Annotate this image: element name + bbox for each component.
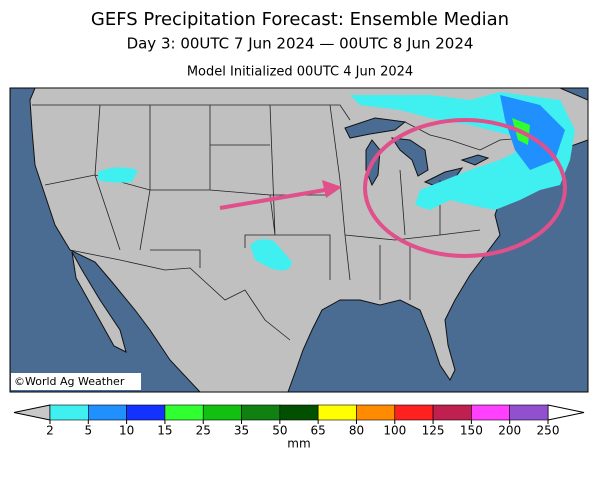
map: ©World Ag Weather xyxy=(9,87,589,393)
credit: ©World Ag Weather xyxy=(14,375,125,388)
colorbar-tick-label: 15 xyxy=(157,424,172,438)
colorbar-tick-label: 100 xyxy=(383,424,406,438)
colorbar-tick-label: 80 xyxy=(349,424,364,438)
colorbar-swatch xyxy=(164,404,204,421)
colorbar-unit: mm xyxy=(287,437,310,451)
colorbar-tick-label: 250 xyxy=(537,424,560,438)
colorbar-tick-label: 35 xyxy=(234,424,249,438)
colorbar-swatch xyxy=(356,404,396,421)
colorbar-swatch xyxy=(202,404,242,421)
colorbar-tick-label: 2 xyxy=(46,424,54,438)
colorbar-tick-label: 25 xyxy=(196,424,211,438)
colorbar-over xyxy=(547,404,585,421)
colorbar-tick-label: 5 xyxy=(84,424,92,438)
colorbar-swatch xyxy=(432,404,472,421)
colorbar-swatch xyxy=(49,404,89,421)
colorbar-swatch xyxy=(88,404,127,421)
arrow-head xyxy=(322,180,342,198)
arrow-shaft xyxy=(219,188,326,210)
colorbar-swatch xyxy=(241,404,281,421)
colorbar-tick-label: 50 xyxy=(272,424,287,438)
colorbar-swatch xyxy=(471,404,510,421)
colorbar-swatch xyxy=(394,404,434,421)
highlight-ellipse xyxy=(363,118,567,258)
subtitle: Day 3: 00UTC 7 Jun 2024 — 00UTC 8 Jun 20… xyxy=(127,35,474,53)
title: GEFS Precipitation Forecast: Ensemble Me… xyxy=(91,9,509,30)
colorbar-swatch xyxy=(126,404,166,421)
colorbar-tick-label: 65 xyxy=(311,424,326,438)
colorbar-swatch xyxy=(279,404,319,421)
colorbar-swatch xyxy=(509,404,549,421)
baja xyxy=(71,251,127,353)
colorbar-under xyxy=(13,404,51,421)
colorbar-tick-label: 150 xyxy=(460,424,483,438)
init-time: Model Initialized 00UTC 4 Jun 2024 xyxy=(187,65,413,80)
colorbar-tick-label: 10 xyxy=(119,424,134,438)
colorbar-tick-label: 125 xyxy=(422,424,445,438)
colorbar-tick-label: 200 xyxy=(498,424,521,438)
credit-box xyxy=(11,373,141,390)
colorbar-swatch xyxy=(317,404,357,421)
